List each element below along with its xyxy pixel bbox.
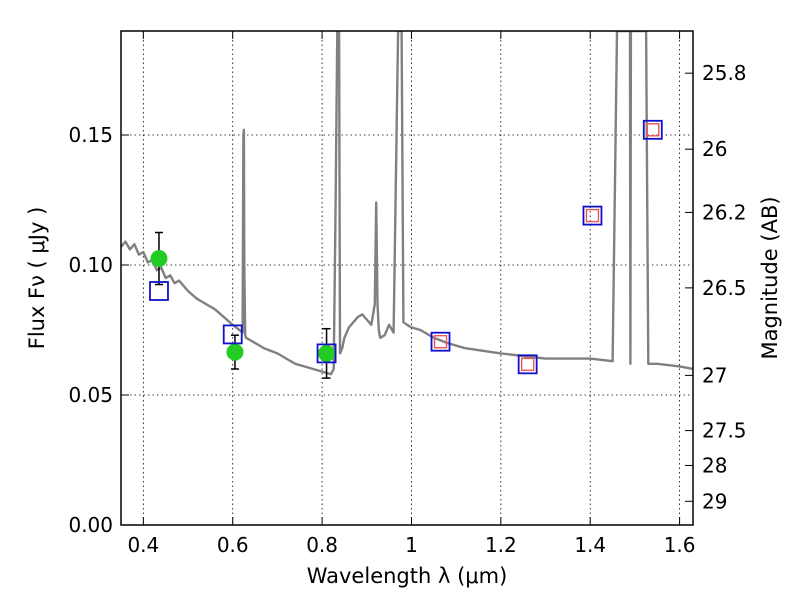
magnitude-tick-label: 27.5 (702, 419, 747, 443)
x-tick-label: 0.8 (306, 533, 338, 557)
model-photometry-square (149, 281, 169, 301)
magnitude-axis-ticks: 25.8 26 26.2 26.5 27 27.5 28 29 (685, 61, 747, 513)
predicted-flux-square (646, 123, 660, 137)
magnitude-tick-label: 25.8 (702, 61, 747, 85)
observed-photometry-point (318, 344, 336, 362)
predicted-flux-square (520, 357, 535, 372)
observed-photometry-point (150, 250, 168, 267)
x-tick-label: 1.2 (485, 533, 517, 557)
x-axis-ticks: 0.4 0.6 0.8 1 1.2 1.4 1.6 (127, 31, 696, 557)
y-axis-ticks: 0.00 0.05 0.10 0.15 (68, 123, 129, 537)
model-photometry-square (222, 324, 243, 345)
x-tick-label: 0.6 (217, 533, 249, 557)
template-spectrum-line (121, 31, 693, 376)
predicted-flux-square (585, 208, 600, 223)
y-axis-label: Flux Fν ( μJy ) (25, 207, 49, 350)
observed-photometry-point (226, 343, 244, 361)
model-photometry-square (517, 354, 538, 375)
magnitude-tick-label: 26.2 (702, 200, 747, 224)
model-photometry-square (316, 343, 337, 364)
magnitude-tick-label: 26 (702, 137, 727, 161)
grid-lines (121, 31, 693, 525)
model-photometry-square (582, 205, 603, 226)
magnitude-tick-label: 29 (702, 489, 727, 513)
magnitude-tick-label: 27 (702, 363, 727, 387)
plot-frame (120, 30, 694, 526)
x-tick-label: 1.6 (664, 533, 696, 557)
predicted-flux-square (433, 335, 448, 349)
y-tick-label: 0.15 (68, 123, 113, 147)
model-photometry-square (430, 331, 451, 352)
magnitude-tick-label: 28 (702, 453, 727, 477)
x-tick-label: 1.4 (574, 533, 606, 557)
x-axis-label: Wavelength λ (μm) (307, 564, 508, 588)
y-tick-label: 0.00 (68, 513, 113, 537)
y-tick-label: 0.10 (68, 253, 113, 277)
magnitude-tick-label: 26.5 (702, 276, 747, 300)
magnitude-axis-label: Magnitude (AB) (758, 196, 782, 359)
plot-area (121, 31, 693, 379)
y-tick-label: 0.05 (68, 383, 113, 407)
x-tick-label: 1 (405, 533, 418, 557)
model-photometry-square (642, 119, 663, 140)
x-tick-label: 0.4 (127, 533, 159, 557)
